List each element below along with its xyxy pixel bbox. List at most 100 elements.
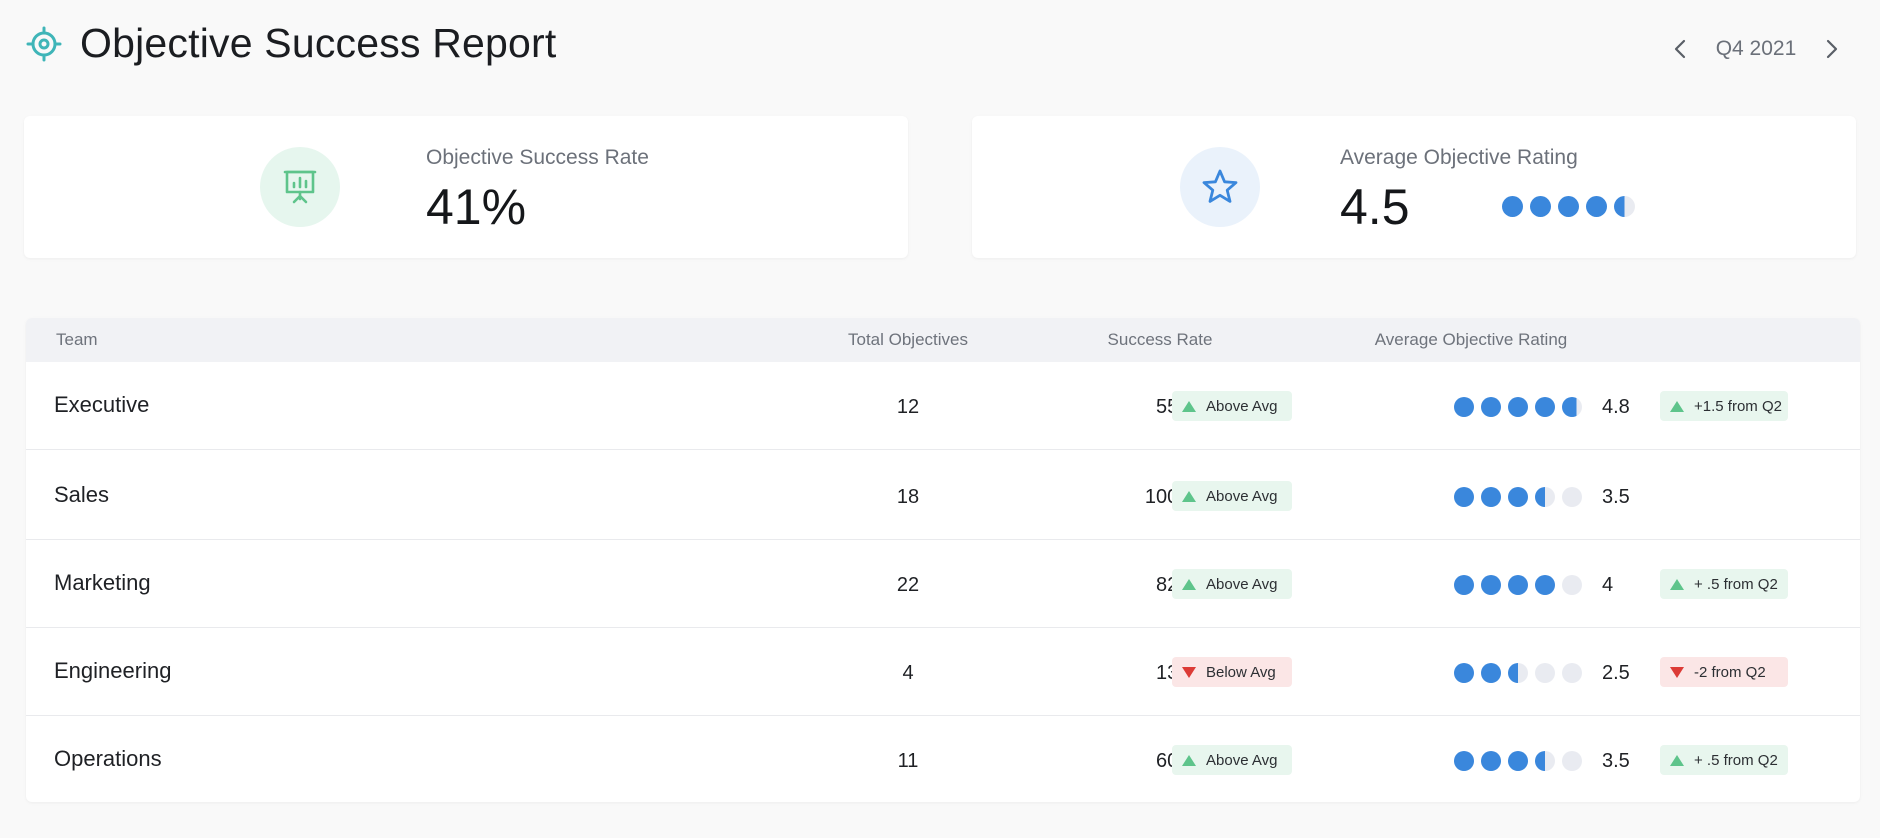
rating-dot [1454, 397, 1474, 417]
success-rate-icon-badge [260, 147, 340, 227]
target-icon [26, 26, 62, 62]
total-objectives: 4 [902, 662, 914, 684]
rating-dot [1562, 663, 1582, 683]
rating-dot [1535, 751, 1555, 771]
column-header-total-objectives[interactable]: Total Objectives [848, 330, 968, 349]
star-icon [1202, 169, 1238, 203]
page-header: Objective Success Report Q4 2021 [0, 0, 1880, 96]
rating-dot [1614, 195, 1635, 217]
rating-dot [1562, 575, 1582, 595]
rating-dot [1481, 575, 1501, 595]
average-rating: 4 [1602, 574, 1614, 596]
team-name: Operations [54, 746, 162, 771]
table-row[interactable]: Sales 18 100% Above Avg 3.5 [26, 452, 1860, 540]
triangle-up-icon [1182, 754, 1196, 766]
column-header-average-rating[interactable]: Average Objective Rating [1374, 330, 1568, 349]
rating-dot [1562, 751, 1582, 771]
column-header-team[interactable]: Team [56, 330, 98, 349]
page-title: Objective Success Report [80, 20, 557, 66]
average-rating: 4.8 [1602, 396, 1630, 418]
rating-change-badge: +1.5 from Q2 [1660, 391, 1788, 421]
rating-dot [1558, 195, 1579, 217]
rating-dot [1481, 751, 1501, 771]
rating-dot [1454, 663, 1474, 683]
next-period-button[interactable] [1816, 30, 1848, 68]
total-objectives: 22 [896, 574, 920, 596]
rating-dot [1481, 487, 1501, 507]
team-name: Executive [54, 392, 150, 417]
rating-change-label: + .5 from Q2 [1694, 751, 1778, 769]
success-status-label: Below Avg [1206, 663, 1276, 681]
team-name: Engineering [54, 658, 172, 683]
total-objectives: 11 [897, 750, 919, 772]
rating-change-badge: + .5 from Q2 [1660, 569, 1788, 599]
triangle-up-icon [1182, 400, 1196, 412]
average-rating: 3.5 [1602, 750, 1630, 772]
triangle-up-icon [1182, 490, 1196, 502]
rating-dot [1508, 397, 1528, 417]
rating-dot [1562, 487, 1582, 507]
rating-dot [1508, 575, 1528, 595]
period-label: Q4 2021 [1715, 37, 1797, 60]
success-status-label: Above Avg [1206, 397, 1278, 415]
average-rating: 2.5 [1602, 662, 1630, 684]
rating-dot [1454, 575, 1474, 595]
average-rating-card: Average Objective Rating 4.5 [972, 116, 1856, 258]
rating-dots [1454, 575, 1582, 595]
team-name: Marketing [54, 570, 151, 595]
rating-change-label: -2 from Q2 [1694, 663, 1766, 681]
triangle-down-icon [1670, 666, 1684, 678]
triangle-up-icon [1670, 578, 1684, 590]
rating-dot [1481, 397, 1501, 417]
rating-dot [1481, 663, 1501, 683]
success-status-label: Above Avg [1206, 487, 1278, 505]
rating-dot [1535, 397, 1555, 417]
rating-dots [1454, 397, 1582, 417]
success-rate-value: 41% [426, 179, 527, 235]
rating-dot [1562, 397, 1582, 417]
chevron-right-icon [1826, 39, 1838, 59]
rating-dot [1535, 663, 1555, 683]
success-status-badge: Above Avg [1172, 745, 1292, 775]
total-objectives: 18 [896, 486, 920, 508]
success-rate-label: Objective Success Rate [426, 146, 649, 169]
success-status-badge: Below Avg [1172, 657, 1292, 687]
triangle-down-icon [1182, 666, 1196, 678]
rating-change-badge: -2 from Q2 [1660, 657, 1788, 687]
rating-change-badge: + .5 from Q2 [1660, 745, 1788, 775]
rating-dots [1454, 663, 1582, 683]
success-status-label: Above Avg [1206, 575, 1278, 593]
rating-dot [1454, 487, 1474, 507]
rating-dot [1508, 663, 1528, 683]
average-rating-dots [1502, 195, 1635, 217]
rating-dot [1535, 575, 1555, 595]
presentation-chart-icon [283, 170, 317, 204]
average-rating-label: Average Objective Rating [1340, 146, 1578, 169]
success-status-badge: Above Avg [1172, 569, 1292, 599]
table-header: Team Total Objectives Success Rate Avera… [26, 318, 1860, 362]
period-navigator: Q4 2021 [1664, 30, 1848, 68]
rating-dot [1586, 195, 1607, 217]
team-name: Sales [54, 482, 110, 507]
total-objectives: 12 [896, 396, 920, 418]
success-rate-card: Objective Success Rate 41% [24, 116, 908, 258]
success-status-badge: Above Avg [1172, 391, 1292, 421]
triangle-up-icon [1670, 400, 1684, 412]
rating-dot [1535, 487, 1555, 507]
previous-period-button[interactable] [1664, 30, 1696, 68]
rating-dots [1454, 487, 1582, 507]
team-objectives-table: Team Total Objectives Success Rate Avera… [26, 318, 1860, 802]
chevron-left-icon [1674, 39, 1686, 59]
triangle-up-icon [1670, 754, 1684, 766]
column-header-success-rate[interactable]: Success Rate [1107, 330, 1213, 349]
rating-dot [1508, 487, 1528, 507]
rating-change-label: +1.5 from Q2 [1694, 397, 1782, 415]
average-rating-icon-badge [1180, 147, 1260, 227]
rating-change-label: + .5 from Q2 [1694, 575, 1778, 593]
success-status-badge: Above Avg [1172, 481, 1292, 511]
average-rating: 3.5 [1602, 486, 1630, 508]
